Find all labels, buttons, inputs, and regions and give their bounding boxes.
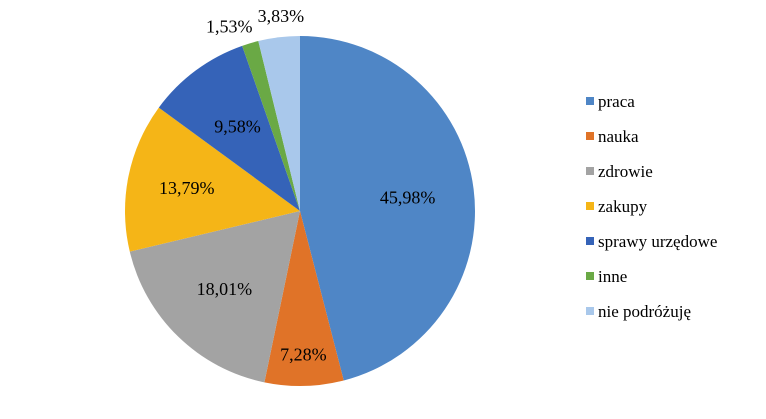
legend-label-praca: praca — [598, 92, 635, 111]
pie-slices — [124, 36, 476, 387]
legend-swatch-sprawy-urzędowe — [586, 237, 594, 245]
legend-label-sprawy-urzędowe: sprawy urzędowe — [598, 232, 717, 251]
pie-slice-inne — [242, 41, 300, 212]
legend-label-zakupy: zakupy — [598, 197, 648, 216]
data-label-sprawy-urzędowe: 9,58% — [214, 117, 261, 137]
legend-swatch-praca — [586, 97, 594, 105]
pie-slice-zakupy — [124, 107, 300, 252]
legend-label-nie-podróżuję: nie podróżuję — [598, 302, 691, 321]
pie-slice-zdrowie — [129, 211, 300, 383]
legend-swatch-inne — [586, 272, 594, 280]
legend-label-nauka: nauka — [598, 127, 639, 146]
pie-slice-praca — [300, 36, 476, 381]
legend-swatch-nauka — [586, 132, 594, 140]
legend: praca nauka zdrowie zakupy sprawy urzędowe in… — [586, 92, 717, 321]
pie-slice-nie-podróżuję — [258, 36, 300, 211]
data-label-inne: 1,53% — [206, 16, 253, 36]
slice-labels: 45,98% 7,28% 18,01% 13,79% 9,58% 1,53%3,83% — [159, 6, 435, 365]
data-label-praca: 45,98% — [380, 187, 436, 207]
legend-swatch-zdrowie — [586, 167, 594, 175]
legend-label-zdrowie: zdrowie — [598, 162, 653, 181]
data-label-zakupy: 13,79% — [159, 178, 215, 198]
legend-swatch-nie-podróżuję — [586, 307, 594, 315]
data-label-nie-podróżuję: 3,83% — [258, 6, 305, 26]
data-label-zdrowie: 18,01% — [197, 279, 253, 299]
data-label-nauka: 7,28% — [280, 344, 327, 364]
pie-slice-nauka — [264, 211, 344, 387]
legend-label-inne: inne — [598, 267, 627, 286]
legend-swatch-zakupy — [586, 202, 594, 210]
pie-slice-sprawy-urzędowe — [158, 45, 300, 211]
